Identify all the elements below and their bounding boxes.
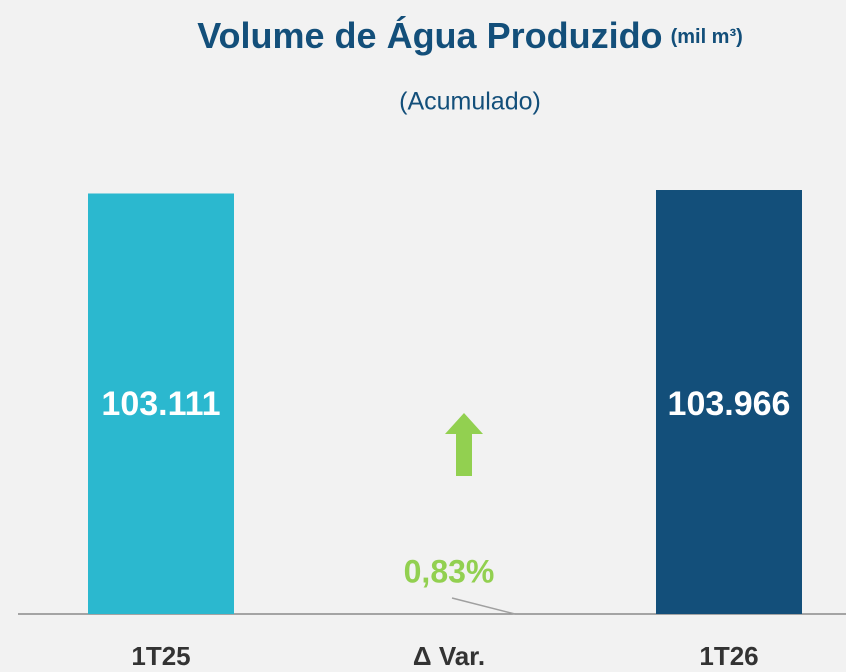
leader-line — [451, 597, 516, 615]
bar — [88, 193, 234, 614]
variation-arrow — [445, 413, 483, 476]
x-tick-label: 1T26 — [699, 641, 758, 671]
x-tick-label: 1T25 — [131, 641, 190, 671]
chart-title: Volume de Água Produzido — [197, 15, 662, 56]
bar — [656, 190, 802, 614]
x-tick-label: Δ Var. — [413, 641, 485, 671]
chart-title-group: Volume de Água Produzido (mil m³) — [197, 15, 743, 56]
chart-subtitle: (Acumulado) — [399, 88, 541, 116]
variation-label: 0,83% — [404, 553, 495, 589]
chart-unit: (mil m³) — [671, 26, 743, 48]
value-label: 103.966 — [668, 385, 791, 423]
value-label: 103.111 — [101, 385, 220, 423]
